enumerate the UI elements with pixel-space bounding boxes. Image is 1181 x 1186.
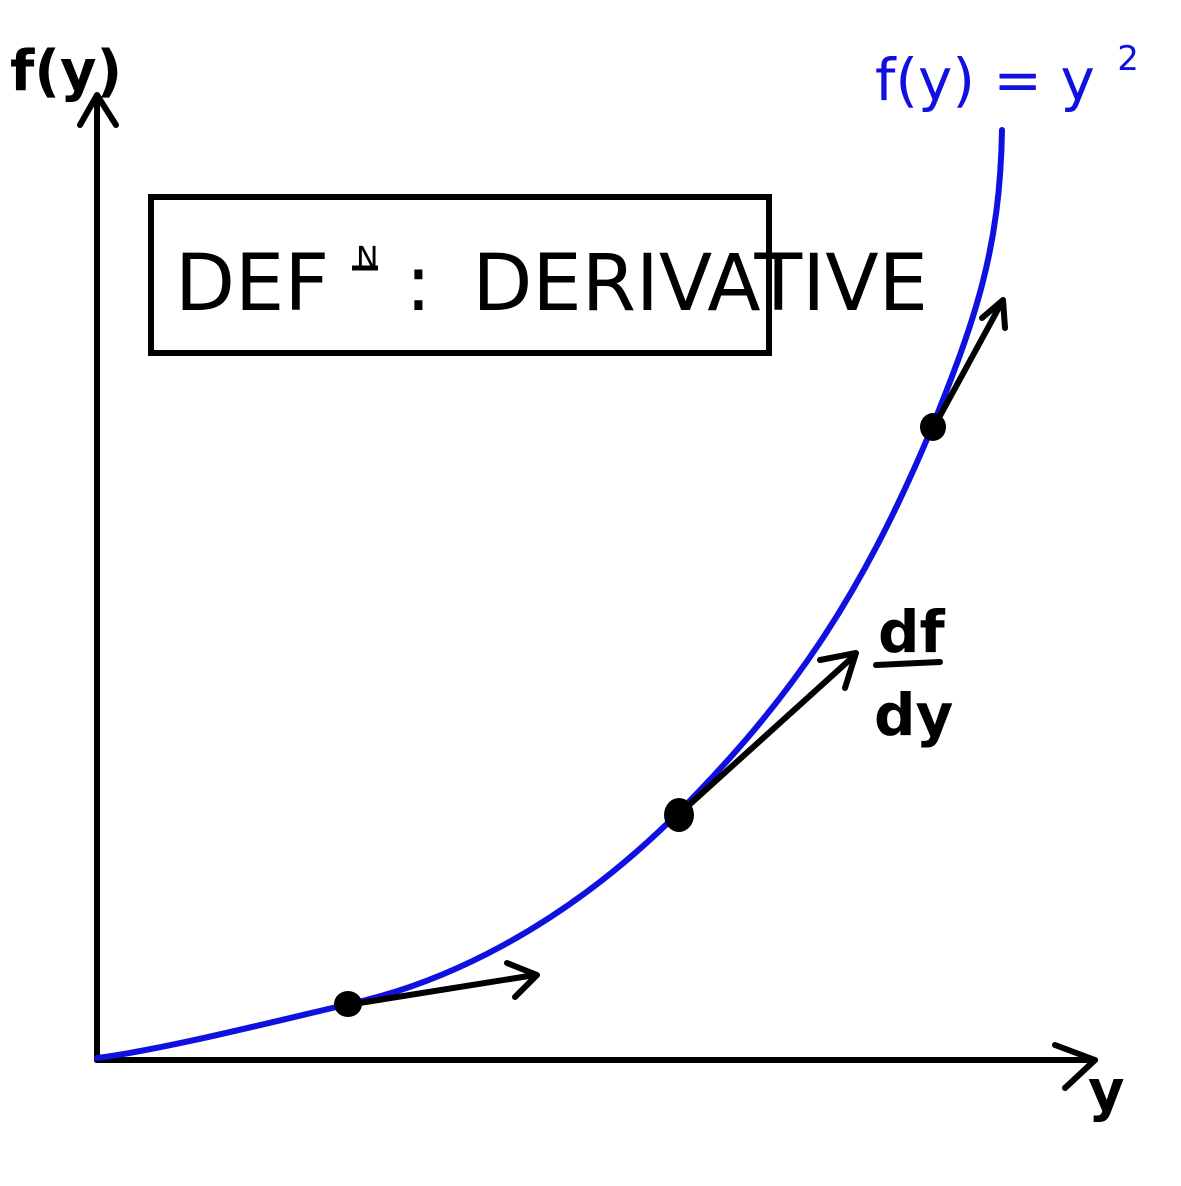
x-axis-label: y [1088, 1059, 1125, 1124]
y-axis [77, 92, 119, 1063]
fraction-numerator: df [878, 598, 946, 666]
curve-label-exponent: 2 [1117, 39, 1139, 79]
definition-superscript: N [356, 241, 378, 276]
tangent-arrow-low [344, 960, 540, 1008]
definition-title: DEF N : DERIVATIVE [175, 197, 928, 329]
x-axis [94, 1042, 1098, 1091]
definition-box [148, 194, 772, 356]
tangent-arrow-high [932, 297, 1008, 428]
curve-label: f(y) = y 2 [875, 39, 1139, 114]
curve-label-text: f(y) = y [875, 46, 1095, 114]
tangent-arrow-mid [675, 650, 859, 818]
low-slope-point [334, 991, 362, 1017]
derivative-fraction: df dy [873, 598, 953, 749]
mid-slope-point [664, 798, 694, 832]
x-axis-arrowhead [1052, 1042, 1098, 1091]
fraction-bar [873, 659, 943, 668]
definition-word: DERIVATIVE [472, 239, 928, 329]
high-slope-point [920, 413, 946, 441]
y-axis-label: f(y) [10, 39, 122, 104]
definition-prefix: DEF [175, 239, 329, 329]
fraction-denominator: dy [874, 681, 953, 749]
y-axis-arrowhead [77, 92, 119, 128]
definition-colon: : [405, 239, 431, 329]
